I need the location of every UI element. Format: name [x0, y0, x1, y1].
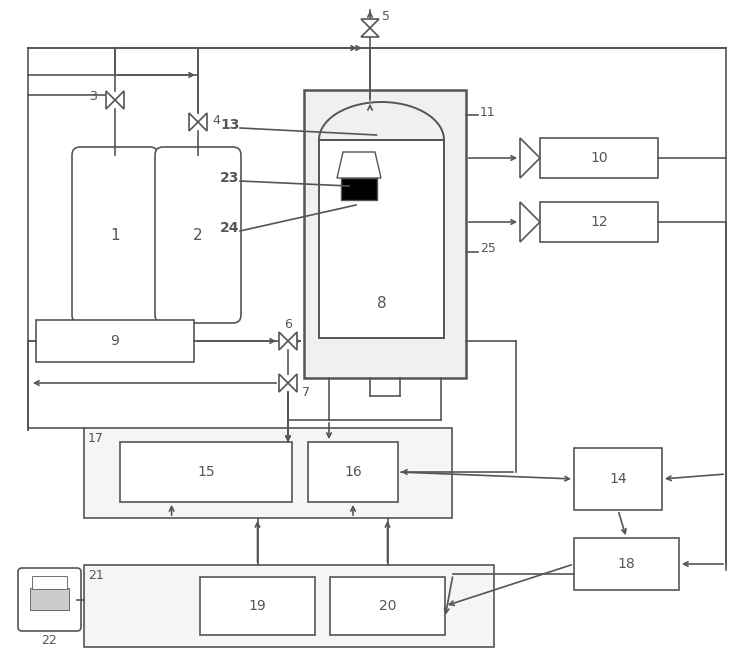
Text: 1: 1 — [110, 228, 119, 242]
Bar — [540, 202, 658, 242]
Polygon shape — [106, 91, 115, 109]
Polygon shape — [115, 91, 124, 109]
Polygon shape — [288, 374, 297, 392]
Bar — [120, 442, 292, 502]
Text: 13: 13 — [220, 118, 240, 132]
Bar — [341, 178, 377, 200]
Bar — [308, 442, 398, 502]
Bar — [32, 576, 67, 589]
Text: 3: 3 — [89, 90, 97, 104]
Polygon shape — [337, 152, 381, 178]
Polygon shape — [288, 332, 297, 350]
Bar — [304, 90, 466, 378]
Polygon shape — [361, 28, 379, 37]
Text: 4: 4 — [212, 114, 220, 127]
Bar — [200, 577, 315, 635]
Text: 18: 18 — [618, 557, 635, 571]
FancyBboxPatch shape — [155, 147, 241, 323]
Bar — [84, 428, 452, 518]
Text: 10: 10 — [590, 151, 608, 165]
Text: 24: 24 — [220, 221, 240, 235]
Text: 11: 11 — [480, 106, 496, 119]
Polygon shape — [520, 138, 540, 178]
Text: 19: 19 — [249, 599, 266, 613]
Text: 22: 22 — [42, 634, 57, 647]
Text: 9: 9 — [110, 334, 119, 348]
Text: 6: 6 — [284, 319, 292, 331]
Polygon shape — [189, 113, 198, 131]
Text: 17: 17 — [88, 432, 104, 445]
Bar — [574, 538, 679, 590]
Text: 15: 15 — [197, 465, 215, 479]
Text: 20: 20 — [379, 599, 396, 613]
Text: 21: 21 — [88, 569, 104, 582]
Polygon shape — [279, 374, 288, 392]
Text: 8: 8 — [376, 296, 386, 310]
Text: 12: 12 — [590, 215, 608, 229]
Polygon shape — [198, 113, 207, 131]
FancyBboxPatch shape — [72, 147, 158, 323]
Text: 16: 16 — [344, 465, 362, 479]
Bar — [330, 577, 445, 635]
Polygon shape — [279, 332, 288, 350]
Polygon shape — [520, 202, 540, 242]
Text: 5: 5 — [382, 9, 390, 22]
Polygon shape — [361, 19, 379, 28]
FancyBboxPatch shape — [18, 568, 81, 631]
Text: 2: 2 — [194, 228, 203, 242]
Bar — [319, 140, 444, 338]
Text: 23: 23 — [220, 171, 240, 185]
Bar — [540, 138, 658, 178]
Bar — [84, 565, 494, 647]
Text: 7: 7 — [302, 387, 310, 399]
Bar — [30, 588, 69, 610]
Bar — [574, 448, 662, 510]
Text: 14: 14 — [609, 472, 627, 486]
Text: 25: 25 — [480, 242, 496, 255]
Bar — [36, 320, 194, 362]
